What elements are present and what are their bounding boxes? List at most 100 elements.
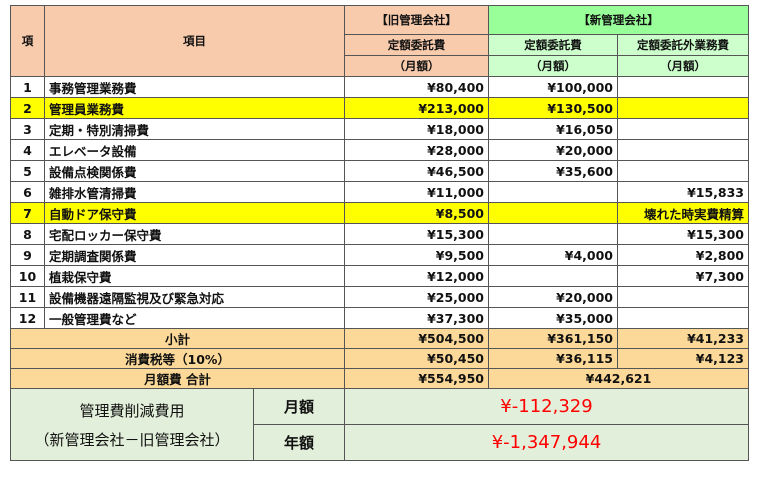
monthly-total-new: ¥442,621 (488, 368, 749, 389)
fee-comparison-table: 項 項目 【旧管理会社】 【新管理会社】 定額委託費 定額委託費 定額委託外業務… (10, 5, 749, 461)
row-old-fee: ¥9,500 (344, 244, 489, 266)
row-extra-fee: ¥2,800 (617, 244, 749, 266)
row-item: エレベータ設備 (44, 139, 345, 161)
table-row: 9 定期調査関係費 ¥9,500 ¥4,000 ¥2,800 (10, 244, 749, 266)
fee-comparison-sheet: 項 項目 【旧管理会社】 【新管理会社】 定額委託費 定額委託費 定額委託外業務… (10, 5, 749, 461)
header-new-company: 【新管理会社】 (488, 5, 749, 35)
table-row: 7 自動ドア保守費 ¥8,500 壊れた時実費精算 (10, 202, 749, 224)
header-row-fee-type: 定額委託費 定額委託費 定額委託外業務費 (11, 34, 749, 56)
row-new-fee (488, 202, 618, 224)
row-no: 10 (10, 265, 45, 287)
row-new-fee: ¥130,500 (488, 97, 618, 119)
table-row: 11 設備機器遠隔監視及び緊急対応 ¥25,000 ¥20,000 (10, 286, 749, 308)
row-new-fee: ¥35,600 (488, 160, 618, 182)
header-old-company: 【旧管理会社】 (344, 5, 489, 35)
header-row-companies: 項 項目 【旧管理会社】 【新管理会社】 (10, 5, 749, 77)
table-row: 6 雑排水管清掃費 ¥11,000 ¥15,833 (10, 181, 749, 203)
tax-old: ¥50,450 (344, 348, 489, 369)
table-row: 8 宅配ロッカー保守費 ¥15,300 ¥15,300 (10, 223, 749, 245)
row-no: 3 (10, 118, 45, 140)
savings-yearly-label: 年額 (253, 424, 345, 461)
tax-extra: ¥4,123 (617, 348, 749, 369)
row-no: 6 (10, 181, 45, 203)
header-col-no: 項 (10, 5, 45, 77)
subtotal-row: 小計 ¥504,500 ¥361,150 ¥41,233 (10, 328, 749, 349)
row-new-fee (488, 181, 618, 203)
row-extra-fee (617, 118, 749, 140)
row-extra-fee: ¥15,833 (617, 181, 749, 203)
item-rows: 1 事務管理業務費 ¥80,400 ¥100,000 2 管理員業務費 ¥213,000 ¥1… (10, 76, 749, 329)
row-extra-fee (617, 139, 749, 161)
row-no: 7 (10, 202, 45, 224)
row-new-fee: ¥20,000 (488, 139, 618, 161)
row-item: 管理員業務費 (44, 97, 345, 119)
row-old-fee: ¥18,000 (344, 118, 489, 140)
savings-monthly-row: 管理費削減費用 （新管理会社－旧管理会社） 月額 ¥-112,329 (10, 388, 749, 461)
savings-monthly-label: 月額 (253, 388, 345, 425)
subtotal-label: 小計 (10, 328, 345, 349)
header-new-extra: 定額委託外業務費 (617, 34, 749, 56)
subtotal-new: ¥361,150 (488, 328, 618, 349)
row-extra-fee (617, 286, 749, 308)
row-item: 雑排水管清掃費 (44, 181, 345, 203)
row-extra-fee: ¥15,300 (617, 223, 749, 245)
tax-new: ¥36,115 (488, 348, 618, 369)
row-old-fee: ¥46,500 (344, 160, 489, 182)
row-new-fee (488, 223, 618, 245)
header-new-extra-unit: （月額） (617, 55, 749, 77)
row-old-fee: ¥213,000 (344, 97, 489, 119)
header-new-fee: 定額委託費 (488, 34, 618, 56)
row-item: 事務管理業務費 (44, 76, 345, 98)
header-col-item: 項目 (44, 5, 345, 77)
row-no: 9 (10, 244, 45, 266)
row-new-fee: ¥4,000 (488, 244, 618, 266)
row-item: 自動ドア保守費 (44, 202, 345, 224)
row-item: 定期調査関係費 (44, 244, 345, 266)
row-old-fee: ¥15,300 (344, 223, 489, 245)
tax-label: 消費税等（10%） (10, 348, 345, 369)
monthly-total-old: ¥554,950 (344, 368, 489, 389)
subtotal-extra: ¥41,233 (617, 328, 749, 349)
row-new-fee (488, 265, 618, 287)
savings-monthly-value: ¥-112,329 (344, 388, 749, 425)
row-item: 一般管理費など (44, 307, 345, 329)
row-extra-fee (617, 307, 749, 329)
row-extra-fee: ¥7,300 (617, 265, 749, 287)
row-extra-fee (617, 76, 749, 98)
row-new-fee: ¥100,000 (488, 76, 618, 98)
row-item: 植栽保守費 (44, 265, 345, 287)
row-extra-fee: 壊れた時実費精算 (617, 202, 749, 224)
savings-title-cell: 管理費削減費用 （新管理会社－旧管理会社） (10, 388, 254, 461)
row-old-fee: ¥28,000 (344, 139, 489, 161)
savings-yearly-row: 年額 ¥-1,347,944 (11, 424, 749, 461)
row-no: 11 (10, 286, 45, 308)
row-item: 定期・特別清掃費 (44, 118, 345, 140)
row-no: 4 (10, 139, 45, 161)
row-item: 宅配ロッカー保守費 (44, 223, 345, 245)
table-row: 10 植栽保守費 ¥12,000 ¥7,300 (10, 265, 749, 287)
row-old-fee: ¥8,500 (344, 202, 489, 224)
header-row-units: （月額） （月額） （月額） (11, 55, 749, 77)
table-row: 12 一般管理費など ¥37,300 ¥35,000 (10, 307, 749, 329)
row-old-fee: ¥37,300 (344, 307, 489, 329)
row-new-fee: ¥35,000 (488, 307, 618, 329)
row-no: 2 (10, 97, 45, 119)
header-new-fee-unit: （月額） (488, 55, 618, 77)
header-old-fee-unit: （月額） (344, 55, 489, 77)
savings-subtitle: （新管理会社－旧管理会社） (34, 430, 230, 449)
table-row: 3 定期・特別清掃費 ¥18,000 ¥16,050 (10, 118, 749, 140)
monthly-total-row: 月額費 合計 ¥554,950 ¥442,621 (10, 368, 749, 389)
row-old-fee: ¥25,000 (344, 286, 489, 308)
row-no: 1 (10, 76, 45, 98)
table-row: 5 設備点検関係費 ¥46,500 ¥35,600 (10, 160, 749, 182)
row-no: 12 (10, 307, 45, 329)
monthly-total-label: 月額費 合計 (10, 368, 345, 389)
table-row: 1 事務管理業務費 ¥80,400 ¥100,000 (10, 76, 749, 98)
row-no: 5 (10, 160, 45, 182)
row-item: 設備機器遠隔監視及び緊急対応 (44, 286, 345, 308)
row-extra-fee (617, 160, 749, 182)
subtotal-old: ¥504,500 (344, 328, 489, 349)
table-row: 4 エレベータ設備 ¥28,000 ¥20,000 (10, 139, 749, 161)
row-old-fee: ¥11,000 (344, 181, 489, 203)
row-old-fee: ¥80,400 (344, 76, 489, 98)
